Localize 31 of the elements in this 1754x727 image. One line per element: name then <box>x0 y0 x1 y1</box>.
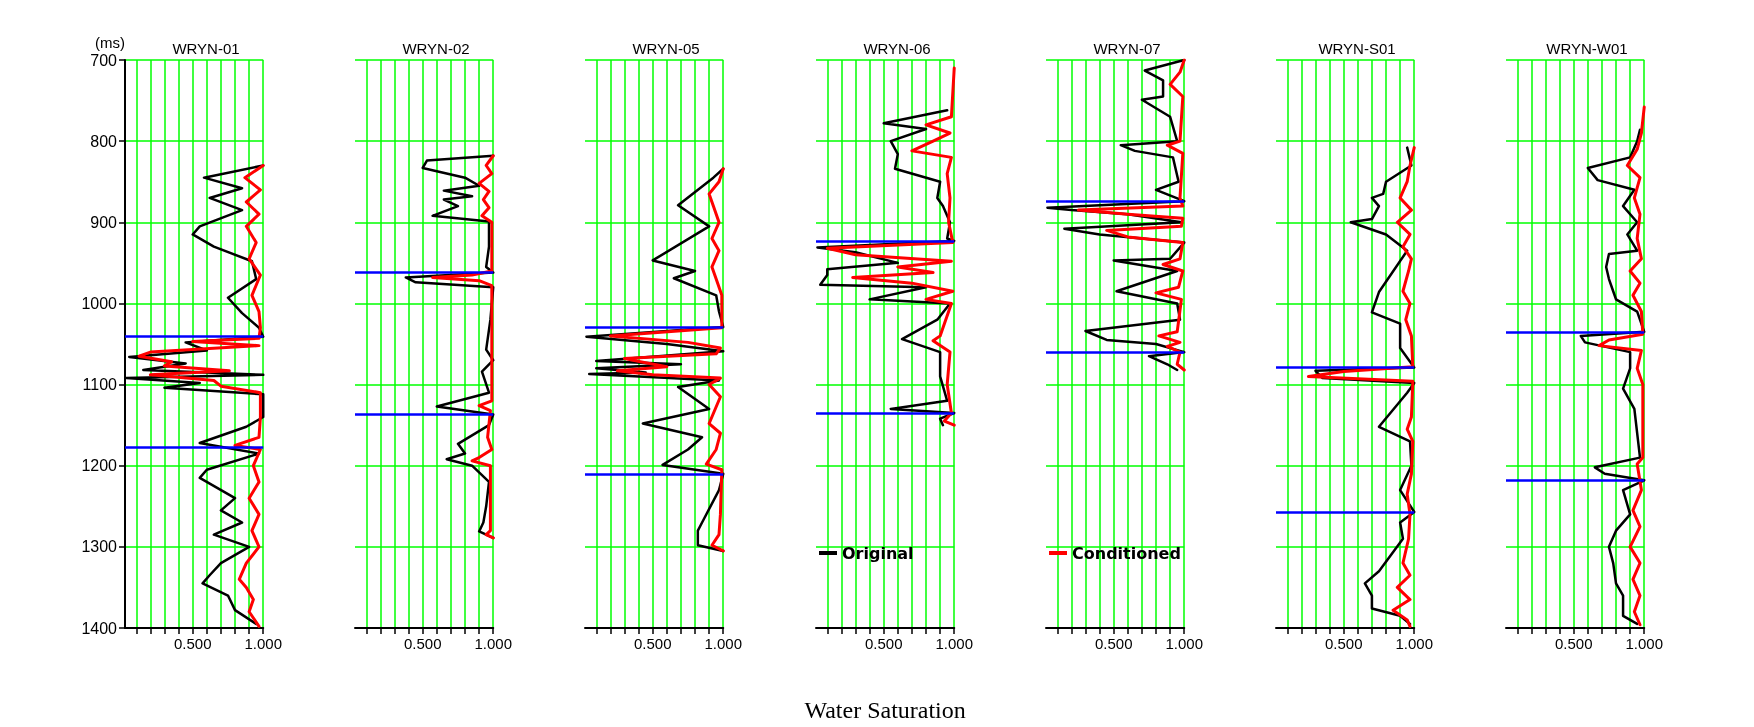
y-tick-label: 1200 <box>81 457 118 475</box>
x-tick-label: 0.500 <box>1324 635 1363 652</box>
x-tick-label: 0.500 <box>173 635 212 652</box>
x-tick-label: 0.500 <box>864 635 903 652</box>
chart-title: WRYN-05 <box>632 40 701 57</box>
x-tick-label: 1.000 <box>244 635 283 652</box>
y-tick-label: 700 <box>90 51 118 69</box>
chart-title: WRYN-S01 <box>1318 40 1396 57</box>
x-tick-label: 1.000 <box>1625 635 1664 652</box>
chart-title: WRYN-W01 <box>1546 40 1628 57</box>
y-tick-label: 900 <box>90 213 118 231</box>
chart-title: WRYN-01 <box>172 40 240 57</box>
x-tick-label: 1.000 <box>704 635 743 652</box>
x-tick-label: 1.000 <box>1395 635 1434 652</box>
y-tick-label: 1000 <box>81 294 118 312</box>
y-tick-label: 1100 <box>82 376 118 394</box>
x-tick-label: 1.000 <box>474 635 513 652</box>
x-tick-label: 0.500 <box>1555 635 1593 652</box>
x-tick-label: 0.500 <box>634 635 672 652</box>
y-tick-label: 1300 <box>81 538 118 556</box>
chart-title: WRYN-06 <box>862 40 931 57</box>
x-tick-label: 1.000 <box>935 635 973 652</box>
y-tick-label: 800 <box>90 132 118 150</box>
y-axis-title: (ms) <box>95 34 125 51</box>
x-axis-title: Water Saturation <box>804 697 966 723</box>
y-tick-label: 1400 <box>81 619 118 637</box>
x-tick-label: 1.000 <box>1165 635 1203 652</box>
chart-title: WRYN-02 <box>402 40 470 57</box>
x-tick-label: 0.500 <box>1094 635 1133 652</box>
x-tick-label: 0.500 <box>404 635 442 652</box>
chart-title: WRYN-07 <box>1093 40 1161 57</box>
